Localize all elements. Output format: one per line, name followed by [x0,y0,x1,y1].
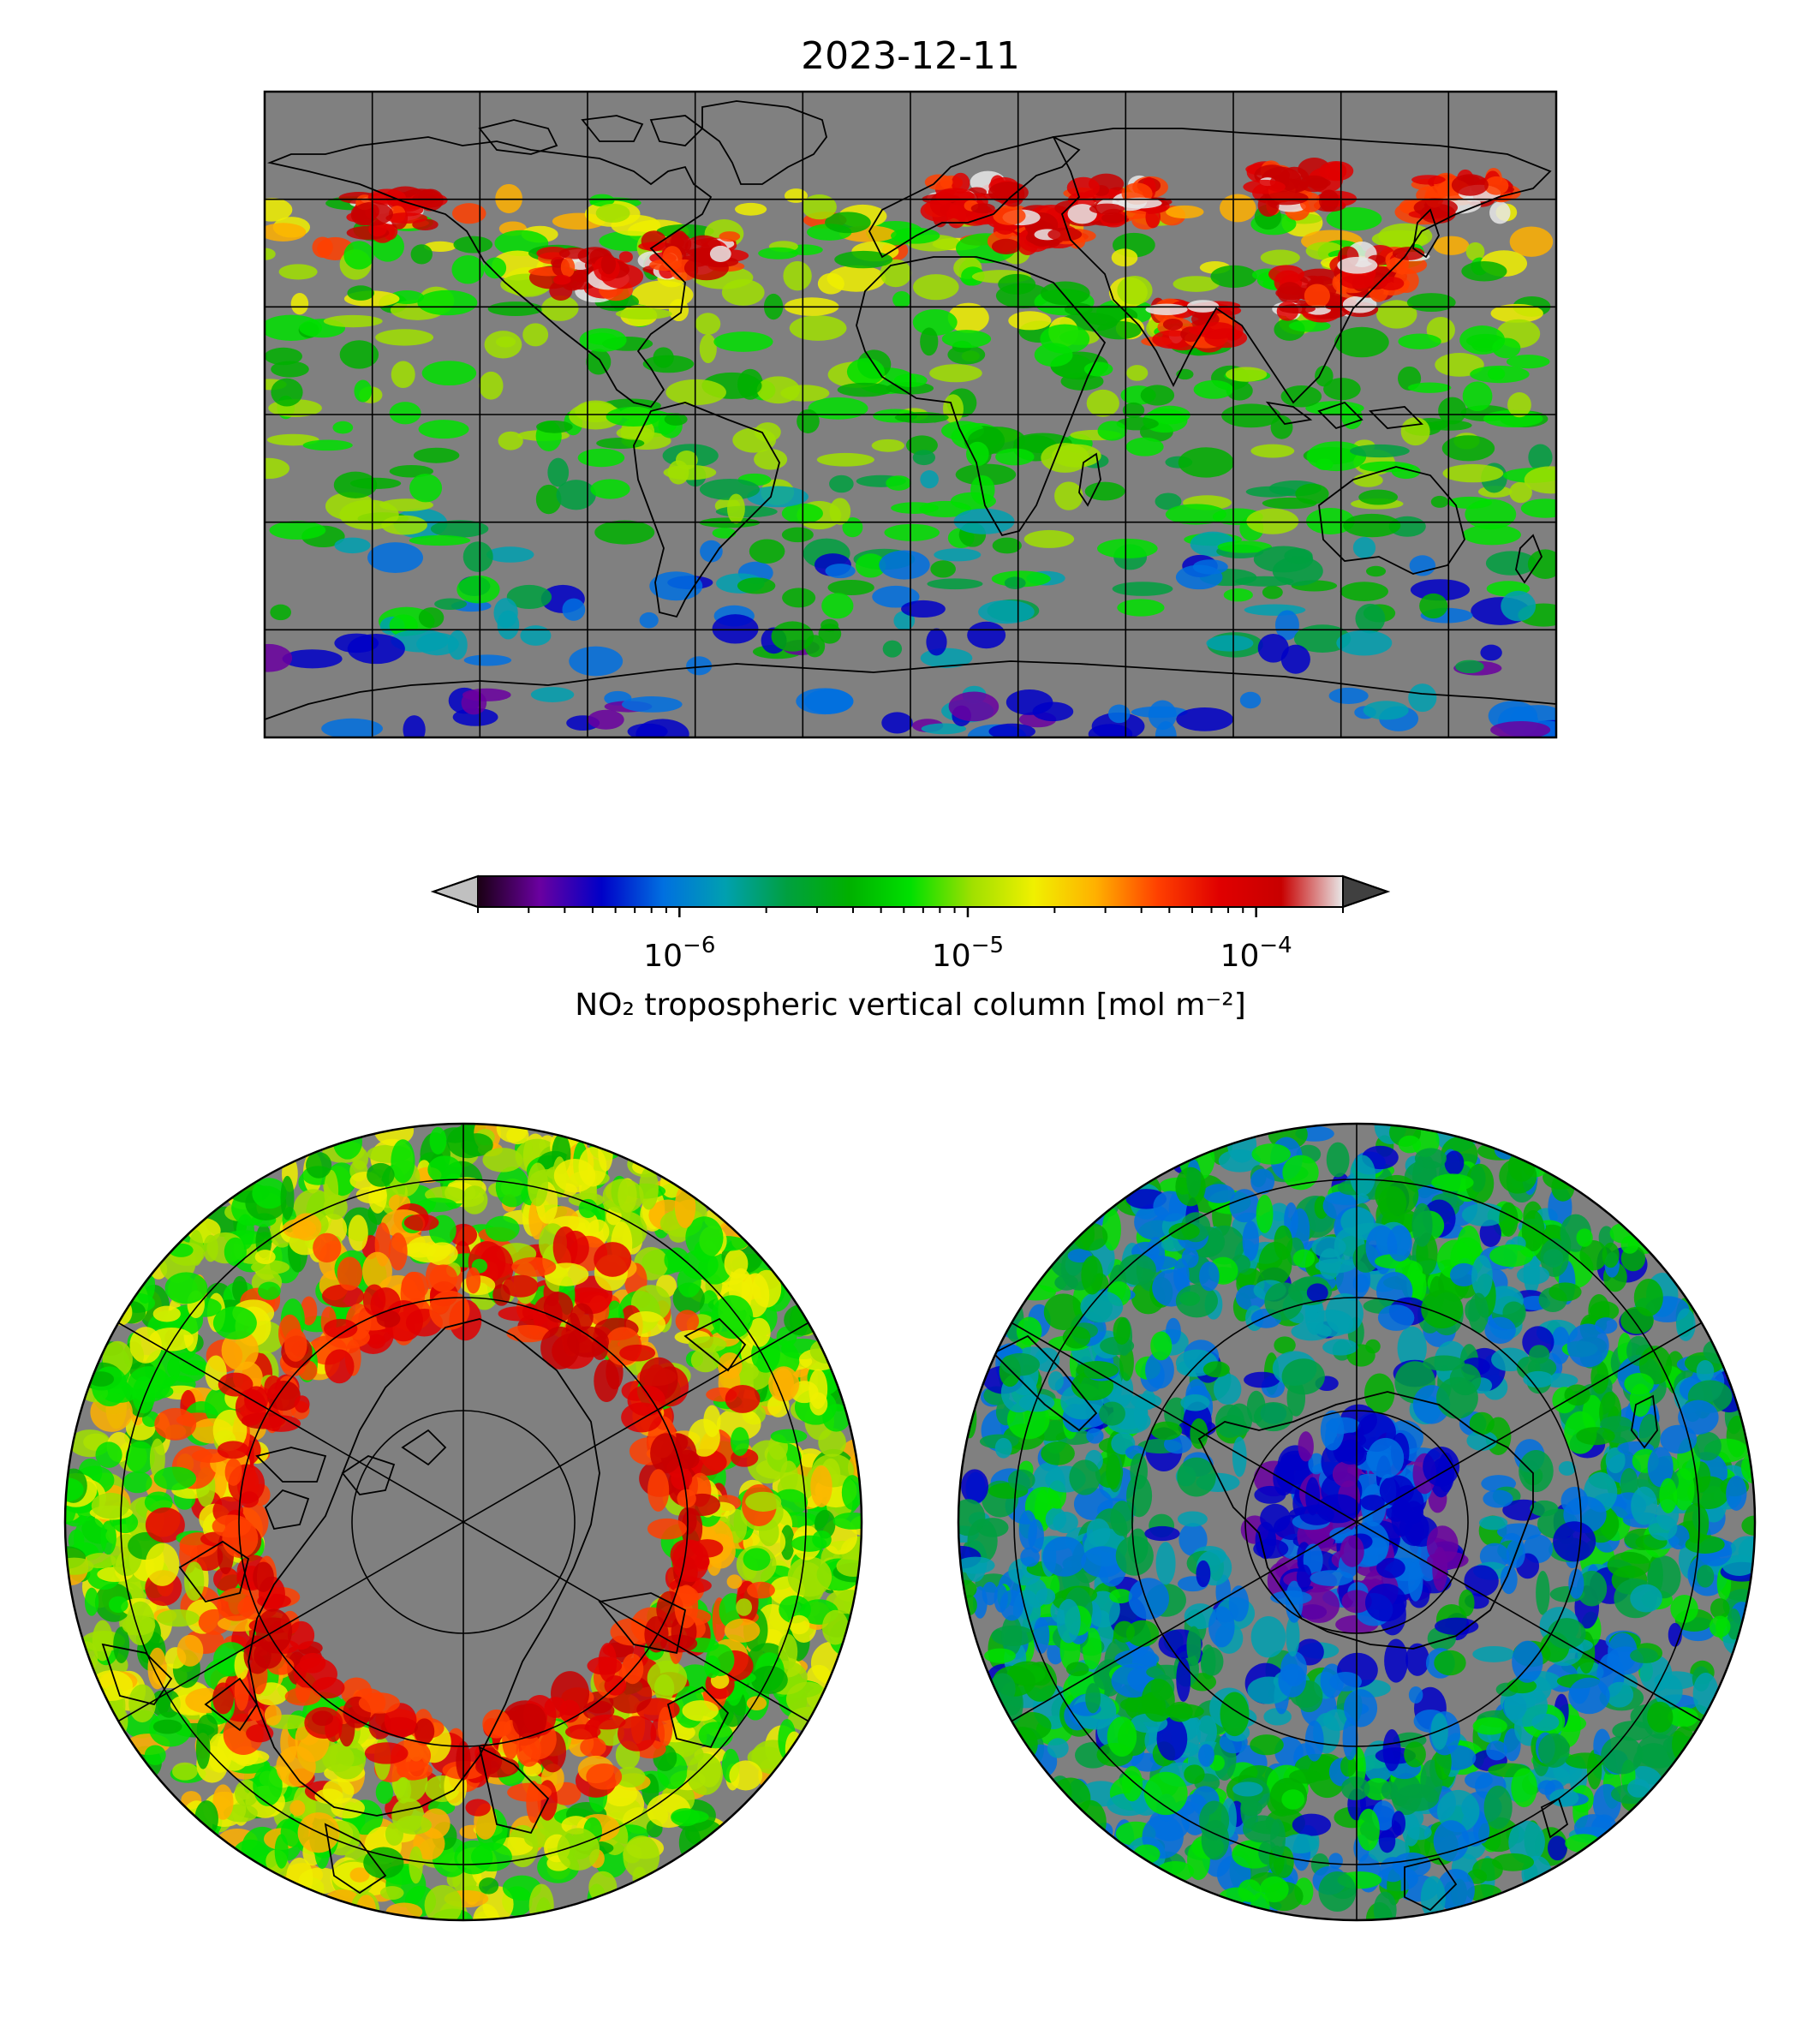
colorbar-tick-label: 10−5 [932,933,1004,974]
colorbar-major-ticks: 10−6 10−5 10−4 [643,907,1292,974]
colorbar-gradient [478,876,1343,907]
colorbar-tick-label: 10−6 [643,933,715,974]
colorbar-tick-label: 10−4 [1220,933,1292,974]
north-polar-no2-field [65,1124,862,1920]
south-polar-frame [957,1122,1757,1922]
south-polar-map [957,1122,1757,1922]
north-polar-frame [63,1122,863,1922]
south-polar-coastlines [992,1334,1658,1912]
north-polar-gridlines [117,1124,809,1920]
colorbar-over-extension [1342,874,1391,909]
global-map [263,90,1558,739]
figure-title: 2023-12-11 [801,34,1020,78]
global-map-frame [263,90,1558,739]
colorbar-label: NO₂ tropospheric vertical column [mol m⁻… [575,988,1246,1023]
south-polar-gridlines [1011,1124,1703,1920]
north-polar-map [63,1122,863,1922]
colorbar-minor-ticks [477,907,1344,913]
colorbar: 10−6 10−5 10−4 NO₂ tropospheric vertical c… [430,874,1391,1023]
global-gridlines [265,92,1556,737]
colorbar-under-extension [430,874,479,909]
